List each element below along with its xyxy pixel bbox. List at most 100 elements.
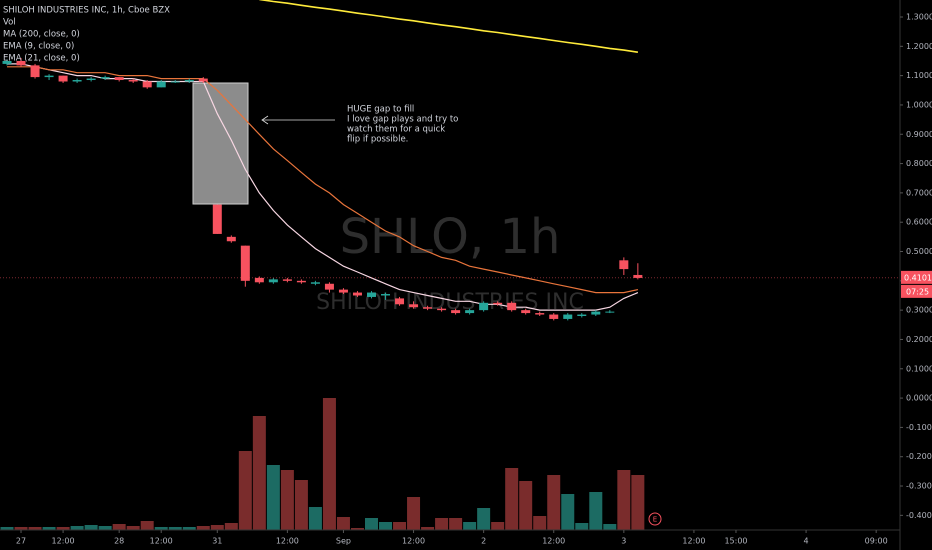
legend-entry: EMA (9, close, 0) (3, 42, 74, 52)
candle-body (479, 302, 489, 311)
countdown-label: 07:25 (906, 287, 929, 296)
x-tick-label: 4 (804, 537, 809, 546)
volume-bar (42, 527, 56, 530)
volume-bar (533, 516, 547, 530)
candle-body (30, 65, 40, 78)
candle-body (633, 274, 643, 278)
arrow-head (261, 115, 269, 125)
candle-body (198, 78, 208, 82)
event-circle[interactable] (648, 512, 662, 526)
candle-body (352, 292, 362, 296)
volume-bar (266, 465, 280, 530)
y-tick-label: 1.0000 (906, 100, 932, 109)
last-price-label: 0.4101 (904, 273, 932, 282)
candle-body (381, 294, 391, 296)
y-tick-label: 0.0000 (906, 394, 932, 403)
x-tick-label: 31 (212, 537, 222, 546)
indicator-line (7, 63, 639, 311)
annotation: HUGE gap to fill I love gap plays and tr… (261, 105, 458, 145)
candle-body (465, 310, 475, 314)
candle-body (72, 80, 82, 82)
candle-body (619, 260, 629, 270)
volume-bar (421, 527, 435, 530)
y-tick-label: -0.1000 (906, 423, 932, 432)
candle-body (577, 314, 587, 317)
annotation-line: I love gap plays and try to (347, 115, 458, 125)
indicator-line (259, 0, 639, 53)
candle-body (254, 277, 264, 283)
volume-bar (350, 528, 364, 530)
volume-bar (364, 518, 378, 530)
y-tick-label: 0.1000 (906, 364, 932, 373)
volume-bar (238, 451, 252, 530)
volume-bar (70, 526, 84, 530)
candle-body (605, 311, 615, 313)
volume-bar (0, 527, 14, 530)
candle-body (591, 311, 601, 315)
volume-bar (196, 526, 210, 530)
candle-body (2, 60, 12, 64)
candle-body (268, 279, 278, 283)
volume-bar (126, 526, 140, 530)
candle-body (395, 298, 405, 305)
candle-body (128, 80, 138, 82)
x-tick-label: Sep (336, 537, 351, 546)
candle-body (493, 302, 503, 305)
candle-body (549, 314, 559, 319)
candle-body (142, 81, 152, 88)
y-tick-label: 0.3000 (906, 306, 932, 315)
volume-bar (435, 518, 449, 530)
y-tick-label: 0.7000 (906, 188, 932, 197)
volume-bar (252, 416, 266, 530)
candle-body (86, 78, 96, 81)
x-tick-label: 12:00 (402, 537, 425, 546)
volume-bar (547, 475, 561, 530)
watermark-symbol: SHLO, 1h (340, 209, 561, 265)
indicator-line (7, 66, 639, 294)
volume-bar (631, 475, 645, 530)
candle-body (310, 282, 320, 284)
event-marker[interactable]: E (648, 512, 662, 526)
x-tick-label: 3 (621, 537, 626, 546)
x-tick-label: 12:00 (542, 537, 565, 546)
candle-body (338, 289, 348, 293)
legend: SHILOH INDUSTRIES INC, 1h, Cboe BZX Vol … (3, 6, 170, 64)
volume-bar (491, 522, 505, 530)
volume-bar (28, 527, 42, 530)
candles-layer (2, 58, 643, 321)
y-tick-label: 1.2000 (906, 42, 932, 51)
volume-bar (561, 494, 575, 530)
volume-bar (84, 525, 98, 530)
volume-bar (379, 522, 393, 530)
lines-layer (7, 0, 639, 311)
volume-bar (505, 468, 519, 530)
volume-bar (322, 398, 336, 530)
candle-body (226, 236, 236, 242)
event-label[interactable]: E (653, 516, 657, 524)
volume-bar (154, 527, 168, 530)
volume-bar (393, 522, 407, 530)
legend-entry: MA (200, close, 0) (3, 30, 80, 40)
legend-entry: Vol (3, 18, 16, 28)
candle-body (324, 283, 334, 290)
y-tick-label: -0.2000 (906, 452, 932, 461)
candle-body (212, 204, 222, 234)
x-tick-label: 15:00 (724, 537, 747, 546)
candle-body (156, 81, 166, 88)
y-tick-label: 0.9000 (906, 130, 932, 139)
annotation-line: flip if possible. (347, 135, 408, 145)
volume-bar (603, 524, 617, 530)
countdown-box (901, 284, 932, 298)
volume-bar (182, 527, 196, 530)
x-tick-label: 2 (481, 537, 486, 546)
candle-body (296, 280, 306, 283)
candle-body (409, 304, 419, 308)
candle-body (184, 80, 194, 82)
last-price-box (901, 270, 932, 284)
candle-body (58, 75, 68, 82)
volume-bar (575, 523, 589, 530)
y-tick-label: -0.4000 (906, 511, 932, 520)
volume-bar (280, 470, 294, 530)
